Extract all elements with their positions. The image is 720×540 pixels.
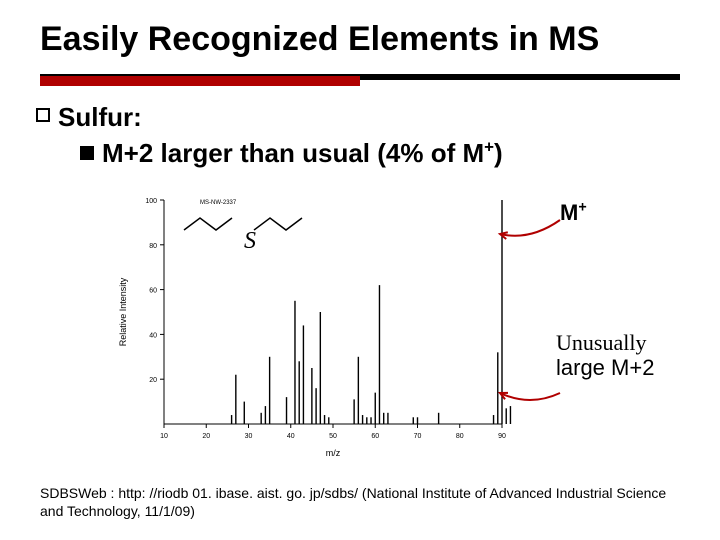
svg-text:10: 10 [160,433,168,440]
svg-text:MS-NW-2337: MS-NW-2337 [200,200,237,206]
svg-text:S: S [244,228,256,254]
svg-text:m/z: m/z [326,448,341,458]
bullet-sulfur: Sulfur: [58,102,142,133]
annotation-m2-line2: large M+2 [556,355,654,380]
bullet-marker-open-square [36,108,50,122]
bullet-m2-sup: + [484,137,494,156]
bullet-m2-before: M+2 larger than usual (4% of M [102,138,484,168]
svg-text:50: 50 [329,433,337,440]
bullet-m2-after: ) [494,138,503,168]
mass-spectrum-chart: 20 40 60 80 100 10 20 30 40 50 60 70 80 90 m/z Relative… [112,182,512,462]
svg-text:40: 40 [287,433,295,440]
annotation-m-plus-text: M [560,200,578,225]
annotation-m-plus-sup: + [578,200,586,216]
svg-text:60: 60 [371,433,379,440]
svg-text:90: 90 [498,433,506,440]
svg-text:40: 40 [149,332,157,339]
annotation-m2-line1: Unusually [556,330,654,355]
svg-text:70: 70 [414,433,422,440]
svg-text:30: 30 [245,433,253,440]
svg-text:80: 80 [456,433,464,440]
bullet-marker-filled-square [80,146,94,160]
annotation-unusually-large-m2: Unusually large M+2 [556,330,654,381]
bullet-m2: M+2 larger than usual (4% of M+) [102,138,503,169]
page-title: Easily Recognized Elements in MS [40,20,599,59]
svg-text:Relative Intensity: Relative Intensity [118,277,128,346]
svg-text:60: 60 [149,288,157,295]
title-rule-accent [40,76,360,86]
svg-text:20: 20 [202,433,210,440]
citation: SDBSWeb : http: //riodb 01. ibase. aist.… [40,484,680,520]
svg-text:20: 20 [149,377,157,384]
svg-text:100: 100 [145,198,157,205]
annotation-m-plus: M+ [560,200,587,226]
svg-text:80: 80 [149,243,157,250]
